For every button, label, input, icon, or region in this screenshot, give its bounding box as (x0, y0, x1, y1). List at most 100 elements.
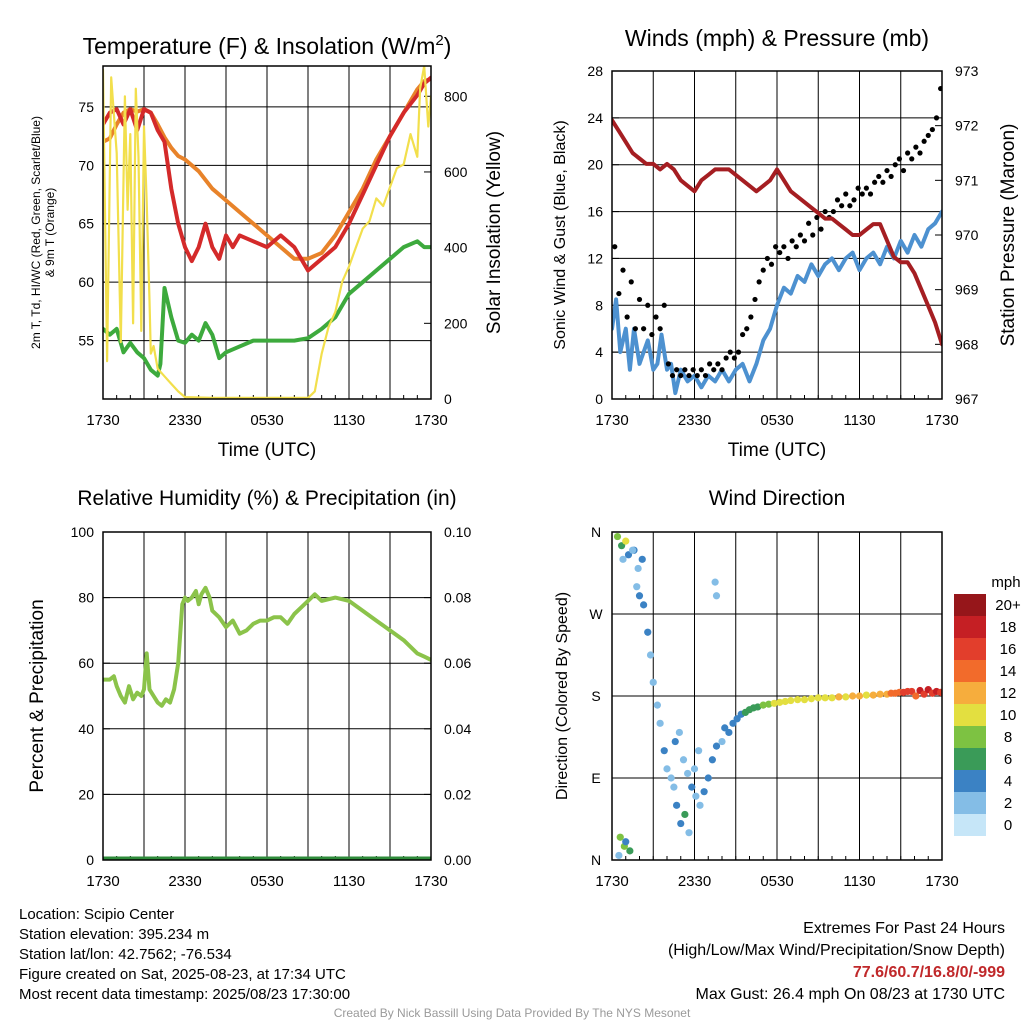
gust-point (801, 238, 808, 244)
extremes-values: 77.6/60.7/16.8/0/-999 (852, 964, 1005, 981)
gust-point (715, 361, 721, 367)
y-axis-label: Percent & Precipitation (27, 599, 48, 792)
gust-point (785, 255, 791, 262)
direction-point (613, 532, 622, 541)
gust-point (707, 361, 713, 367)
y2-tick-label: 972 (955, 118, 979, 134)
y-tick-label: 55 (78, 333, 94, 349)
colorbar-swatch (954, 704, 986, 726)
meteogram-figure: Temperature (F) & Insolation (W/m2) 1730 2… (27, 25, 1021, 890)
gust-point (752, 296, 758, 303)
colorbar-swatch (954, 814, 986, 836)
direction-point (671, 737, 679, 746)
y-axis-label: Sonic Wind & Gust (Blue, Black) (552, 120, 569, 349)
y-tick-label: 16 (587, 204, 603, 220)
y2-axis-label: Solar Insolation (Yellow) (484, 131, 505, 334)
direction-point (708, 756, 716, 764)
x-tick-label: 2330 (678, 873, 711, 890)
gust-point (636, 296, 643, 303)
gust-point (793, 244, 799, 250)
gust-point (740, 331, 746, 338)
gust-point (723, 355, 729, 361)
gust-point (851, 197, 857, 203)
gust-point (756, 279, 762, 285)
y2-tick-label: 969 (955, 282, 979, 298)
colorbar-tick-label: 16 (1000, 641, 1017, 658)
y-tick-label: 100 (71, 524, 95, 540)
gust-point (863, 185, 869, 191)
gust-point (888, 173, 894, 180)
gust-point (909, 156, 915, 162)
direction-point (656, 719, 664, 727)
panel-title: Relative Humidity (%) & Precipitation (i… (77, 487, 456, 510)
plot-area (612, 85, 942, 396)
direction-point (640, 601, 648, 609)
direction-point (684, 769, 692, 778)
series-line (103, 66, 431, 399)
y-axis-label-line2: & 9m T (Orange) (43, 188, 57, 278)
station-location: Location: Scipio Center (19, 906, 175, 923)
gust-point (822, 208, 828, 215)
gust-point (777, 249, 783, 256)
colorbar-swatch (954, 726, 986, 748)
gust-point (612, 244, 618, 250)
direction-point (729, 719, 737, 727)
direction-point (700, 788, 708, 796)
gust-point (632, 326, 638, 332)
gust-point (698, 367, 704, 373)
direction-point (681, 810, 689, 819)
y-tick-label: 20 (78, 786, 94, 802)
direction-point (704, 774, 712, 782)
gust-point (839, 203, 845, 209)
colorbar-swatch (954, 682, 986, 704)
direction-point (644, 628, 652, 636)
station-latlon: Station lat/lon: 42.7562; -76.534 (19, 946, 232, 963)
y2-tick-label: 970 (955, 227, 979, 243)
direction-point (635, 592, 644, 600)
gust-point (744, 326, 750, 332)
panel-frame (611, 70, 943, 400)
direction-point (770, 699, 778, 707)
direction-point (633, 583, 641, 591)
direction-point (675, 728, 683, 737)
y2-tick-label: 800 (444, 88, 468, 104)
colorbar-tick-label: 2 (1004, 795, 1012, 812)
gust-point (694, 372, 700, 379)
direction-point (787, 696, 795, 705)
y2-tick-label: 968 (955, 336, 979, 352)
direction-point (616, 833, 624, 841)
direction-point (855, 692, 864, 700)
y-tick-label: E (591, 770, 600, 786)
panel-frame (102, 65, 432, 400)
colorbar-title: mph (991, 574, 1020, 591)
direction-point (733, 715, 741, 723)
gust-point (773, 244, 779, 250)
panel-frame (102, 531, 432, 861)
x-tick-label: 1730 (414, 873, 447, 890)
gust-point (719, 367, 725, 373)
y2-tick-label: 600 (444, 164, 468, 180)
panel-frame (611, 531, 943, 861)
x-tick-label: 1730 (595, 412, 628, 429)
direction-point (776, 698, 784, 706)
direction-point (634, 564, 642, 573)
gust-point (748, 314, 754, 320)
plot-area (613, 532, 942, 860)
x-tick-label: 1730 (595, 873, 628, 890)
direction-point (688, 783, 696, 791)
y-tick-label: 28 (587, 63, 603, 79)
direction-point (649, 678, 657, 686)
gust-point (872, 179, 878, 185)
direction-point (695, 747, 703, 755)
gust-point (847, 203, 853, 209)
direction-point (725, 728, 733, 737)
gust-point (702, 372, 709, 379)
gust-point (727, 349, 733, 355)
x-tick-label: 1730 (414, 412, 447, 429)
direction-point (912, 692, 920, 700)
y2-tick-label: 200 (444, 315, 468, 331)
gust-point (645, 302, 651, 308)
gust-point (880, 179, 886, 185)
gust-point (814, 214, 820, 221)
y-axis-label-line1: 2m T, Td, HI/WC (Red, Green, Scarlet/Blu… (29, 116, 43, 349)
